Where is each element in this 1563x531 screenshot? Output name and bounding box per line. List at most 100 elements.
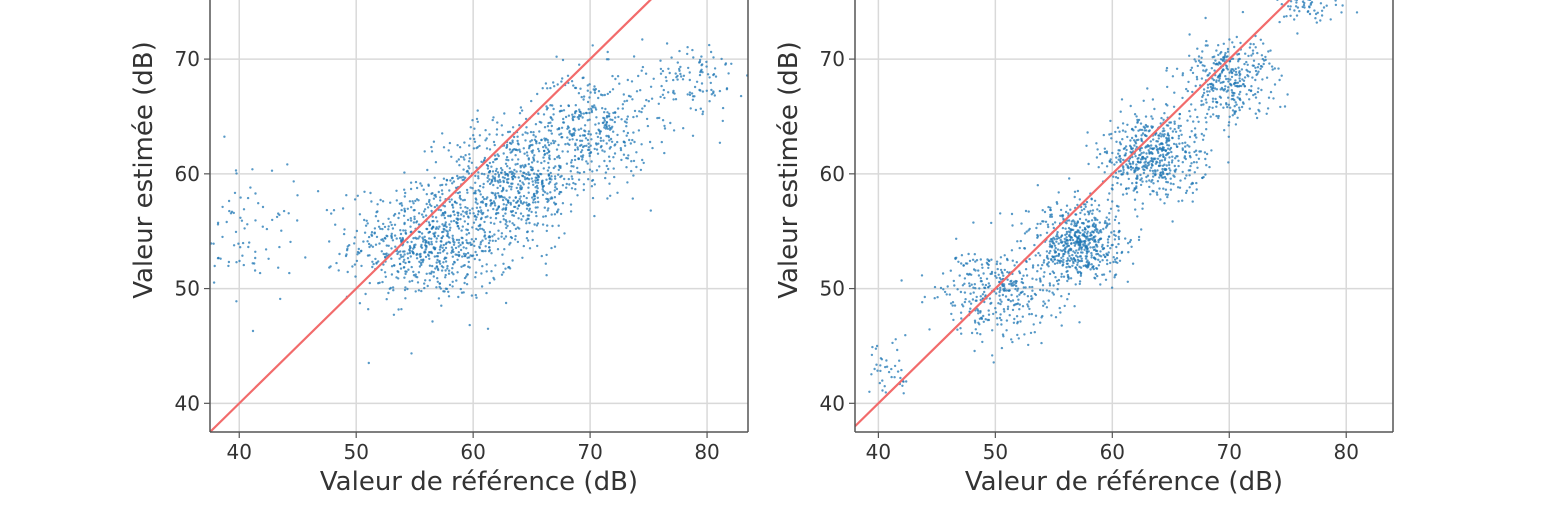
- data-point: [423, 208, 427, 211]
- data-point: [499, 184, 502, 188]
- data-point: [497, 211, 500, 215]
- data-point: [427, 221, 431, 224]
- data-point: [1264, 55, 1267, 59]
- data-point: [705, 89, 708, 93]
- data-point: [1237, 58, 1240, 61]
- data-point: [1103, 171, 1106, 174]
- data-point: [595, 116, 598, 119]
- data-point: [376, 203, 379, 206]
- data-point: [1043, 210, 1047, 214]
- data-point: [370, 234, 374, 237]
- data-point: [894, 338, 897, 341]
- data-point: [1233, 45, 1236, 49]
- data-point: [1177, 124, 1180, 128]
- data-point: [532, 198, 535, 202]
- data-point: [499, 167, 503, 170]
- data-point: [1074, 259, 1077, 263]
- data-point: [483, 173, 486, 176]
- data-point: [481, 239, 484, 242]
- data-point: [478, 184, 482, 188]
- data-point: [503, 112, 506, 115]
- data-point: [545, 146, 548, 149]
- data-point: [488, 239, 491, 242]
- data-point: [387, 228, 390, 231]
- data-point: [951, 304, 954, 307]
- data-point: [973, 283, 976, 286]
- data-point: [1117, 235, 1120, 239]
- data-point: [1301, 0, 1305, 3]
- data-point: [488, 148, 492, 151]
- data-point: [1143, 133, 1147, 137]
- data-point: [414, 243, 417, 246]
- data-point: [495, 128, 499, 131]
- data-point: [562, 121, 565, 124]
- data-point: [1059, 208, 1063, 212]
- data-point: [415, 253, 418, 257]
- data-point: [1209, 85, 1213, 89]
- data-point: [398, 262, 402, 266]
- data-point: [507, 159, 510, 162]
- data-point: [535, 140, 538, 143]
- data-point: [1252, 43, 1255, 46]
- data-point: [1208, 72, 1211, 75]
- data-point: [535, 224, 539, 227]
- data-point: [1227, 96, 1230, 99]
- data-point: [415, 198, 419, 201]
- x-tick-label: 70: [1217, 440, 1242, 464]
- data-point: [582, 98, 585, 101]
- data-point: [423, 282, 426, 285]
- data-point: [1140, 128, 1144, 132]
- data-point: [588, 111, 591, 115]
- data-point: [491, 179, 494, 183]
- data-point: [475, 146, 478, 150]
- data-point: [1151, 169, 1155, 173]
- data-point: [436, 220, 439, 223]
- data-point: [599, 139, 603, 142]
- data-point: [1069, 229, 1073, 232]
- data-point: [494, 192, 497, 195]
- data-point: [576, 116, 579, 119]
- data-point: [518, 227, 521, 230]
- data-point: [1085, 232, 1089, 235]
- data-point: [1201, 95, 1204, 99]
- data-point: [1148, 179, 1151, 182]
- data-point: [423, 235, 426, 238]
- data-point: [1267, 50, 1270, 53]
- data-point: [449, 215, 452, 218]
- data-point: [1058, 261, 1062, 264]
- data-point: [558, 133, 561, 136]
- data-point: [415, 186, 419, 190]
- data-point: [1137, 138, 1140, 141]
- data-point: [1256, 51, 1259, 55]
- data-point: [1044, 220, 1048, 223]
- scatter-points: [868, 0, 1359, 395]
- data-point: [451, 234, 454, 237]
- data-point: [551, 224, 554, 228]
- data-point: [1131, 262, 1135, 265]
- data-point: [590, 185, 594, 188]
- data-point: [1067, 292, 1071, 296]
- data-point: [441, 230, 444, 234]
- data-point: [603, 93, 606, 97]
- data-point: [436, 255, 440, 258]
- data-point: [1089, 233, 1093, 237]
- data-point: [482, 229, 485, 232]
- data-point: [370, 200, 373, 203]
- data-point: [1308, 5, 1311, 8]
- data-point: [971, 298, 975, 301]
- data-point: [419, 182, 422, 185]
- data-point: [492, 140, 496, 144]
- data-point: [1069, 236, 1073, 239]
- data-point: [560, 132, 563, 135]
- data-point: [547, 143, 551, 147]
- data-point: [1124, 152, 1128, 155]
- data-point: [1082, 264, 1085, 268]
- data-point: [721, 119, 724, 123]
- data-point: [355, 229, 359, 233]
- data-point: [623, 120, 627, 123]
- data-point: [537, 200, 540, 204]
- data-point: [999, 262, 1002, 265]
- data-point: [1120, 173, 1124, 176]
- data-point: [1000, 300, 1003, 303]
- data-point: [442, 146, 446, 149]
